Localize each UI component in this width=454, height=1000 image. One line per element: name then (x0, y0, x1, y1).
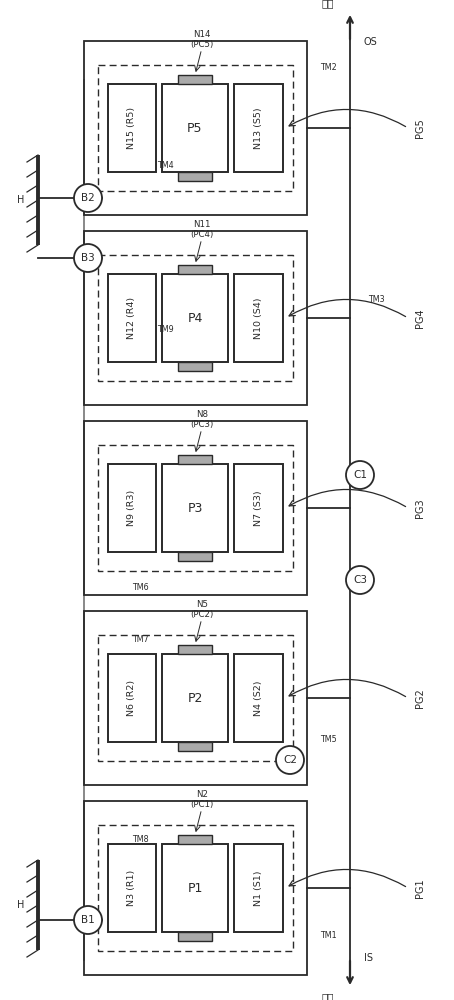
Text: TM9: TM9 (157, 326, 173, 334)
Text: TM4: TM4 (157, 160, 173, 169)
Bar (84, 801, 306, 975)
Bar (178, 742, 212, 751)
Text: B2: B2 (81, 193, 95, 203)
Text: H: H (17, 900, 24, 910)
Text: N6 (R2): N6 (R2) (127, 680, 136, 716)
Text: PG3: PG3 (415, 498, 425, 518)
Bar (234, 654, 282, 742)
Text: IS: IS (364, 953, 373, 963)
Bar (178, 932, 212, 941)
Bar (178, 172, 212, 181)
Text: N7 (S3): N7 (S3) (254, 490, 263, 526)
Bar (234, 274, 282, 362)
Circle shape (346, 566, 374, 594)
Text: N3 (R1): N3 (R1) (127, 870, 136, 906)
Bar (98, 825, 292, 951)
Text: TM7: TM7 (132, 636, 148, 645)
Text: N14
(PC5): N14 (PC5) (190, 30, 213, 49)
Text: 输入: 输入 (322, 992, 334, 1000)
Text: TM8: TM8 (132, 836, 148, 844)
Text: B1: B1 (81, 915, 95, 925)
Text: B3: B3 (81, 253, 95, 263)
Text: P4: P4 (188, 312, 202, 324)
Text: 输出: 输出 (322, 0, 334, 8)
Text: N11
(PC4): N11 (PC4) (190, 220, 213, 239)
Bar (108, 464, 156, 552)
Bar (178, 455, 212, 464)
Text: PG1: PG1 (415, 878, 425, 898)
Text: C3: C3 (353, 575, 367, 585)
Text: N8
(PC3): N8 (PC3) (190, 410, 213, 429)
Text: P2: P2 (188, 692, 202, 704)
Bar (84, 41, 306, 215)
Bar (108, 654, 156, 742)
Bar (162, 464, 228, 552)
Text: N9 (R3): N9 (R3) (127, 490, 136, 526)
Text: H: H (17, 195, 24, 205)
Bar (178, 362, 212, 371)
Bar (234, 844, 282, 932)
Bar (98, 445, 292, 571)
Text: TM6: TM6 (132, 584, 148, 592)
Text: N15 (R5): N15 (R5) (127, 107, 136, 149)
Text: PG5: PG5 (415, 118, 425, 138)
Bar (98, 65, 292, 191)
Text: N10 (S4): N10 (S4) (254, 297, 263, 339)
Circle shape (74, 184, 102, 212)
Text: N13 (S5): N13 (S5) (254, 107, 263, 149)
Bar (178, 75, 212, 84)
Text: P1: P1 (188, 882, 202, 894)
Text: C1: C1 (353, 470, 367, 480)
Bar (178, 835, 212, 844)
Text: TM3: TM3 (368, 296, 385, 304)
Bar (108, 844, 156, 932)
Bar (84, 231, 306, 405)
Bar (98, 635, 292, 761)
Bar (84, 421, 306, 595)
Bar (162, 844, 228, 932)
Bar (234, 84, 282, 172)
Bar (178, 552, 212, 561)
Bar (234, 464, 282, 552)
Circle shape (74, 906, 102, 934)
Text: C2: C2 (283, 755, 297, 765)
Bar (162, 654, 228, 742)
Text: OS: OS (364, 37, 378, 47)
Text: N1 (S1): N1 (S1) (254, 870, 263, 906)
Bar (162, 274, 228, 362)
Text: N5
(PC2): N5 (PC2) (190, 600, 213, 619)
Text: P3: P3 (188, 502, 202, 514)
Bar (178, 645, 212, 654)
Text: N4 (S2): N4 (S2) (254, 680, 263, 716)
Circle shape (74, 244, 102, 272)
Text: PG2: PG2 (415, 688, 425, 708)
Bar (108, 274, 156, 362)
Bar (98, 255, 292, 381)
Text: P5: P5 (187, 121, 203, 134)
Bar (162, 84, 228, 172)
Circle shape (276, 746, 304, 774)
Text: PG4: PG4 (415, 308, 425, 328)
Text: TM2: TM2 (320, 64, 336, 73)
Text: N2
(PC1): N2 (PC1) (190, 790, 213, 809)
Text: TM5: TM5 (320, 736, 336, 744)
Circle shape (346, 461, 374, 489)
Text: N12 (R4): N12 (R4) (127, 297, 136, 339)
Bar (178, 265, 212, 274)
Bar (108, 84, 156, 172)
Bar (84, 611, 306, 785)
Text: TM1: TM1 (320, 930, 336, 940)
